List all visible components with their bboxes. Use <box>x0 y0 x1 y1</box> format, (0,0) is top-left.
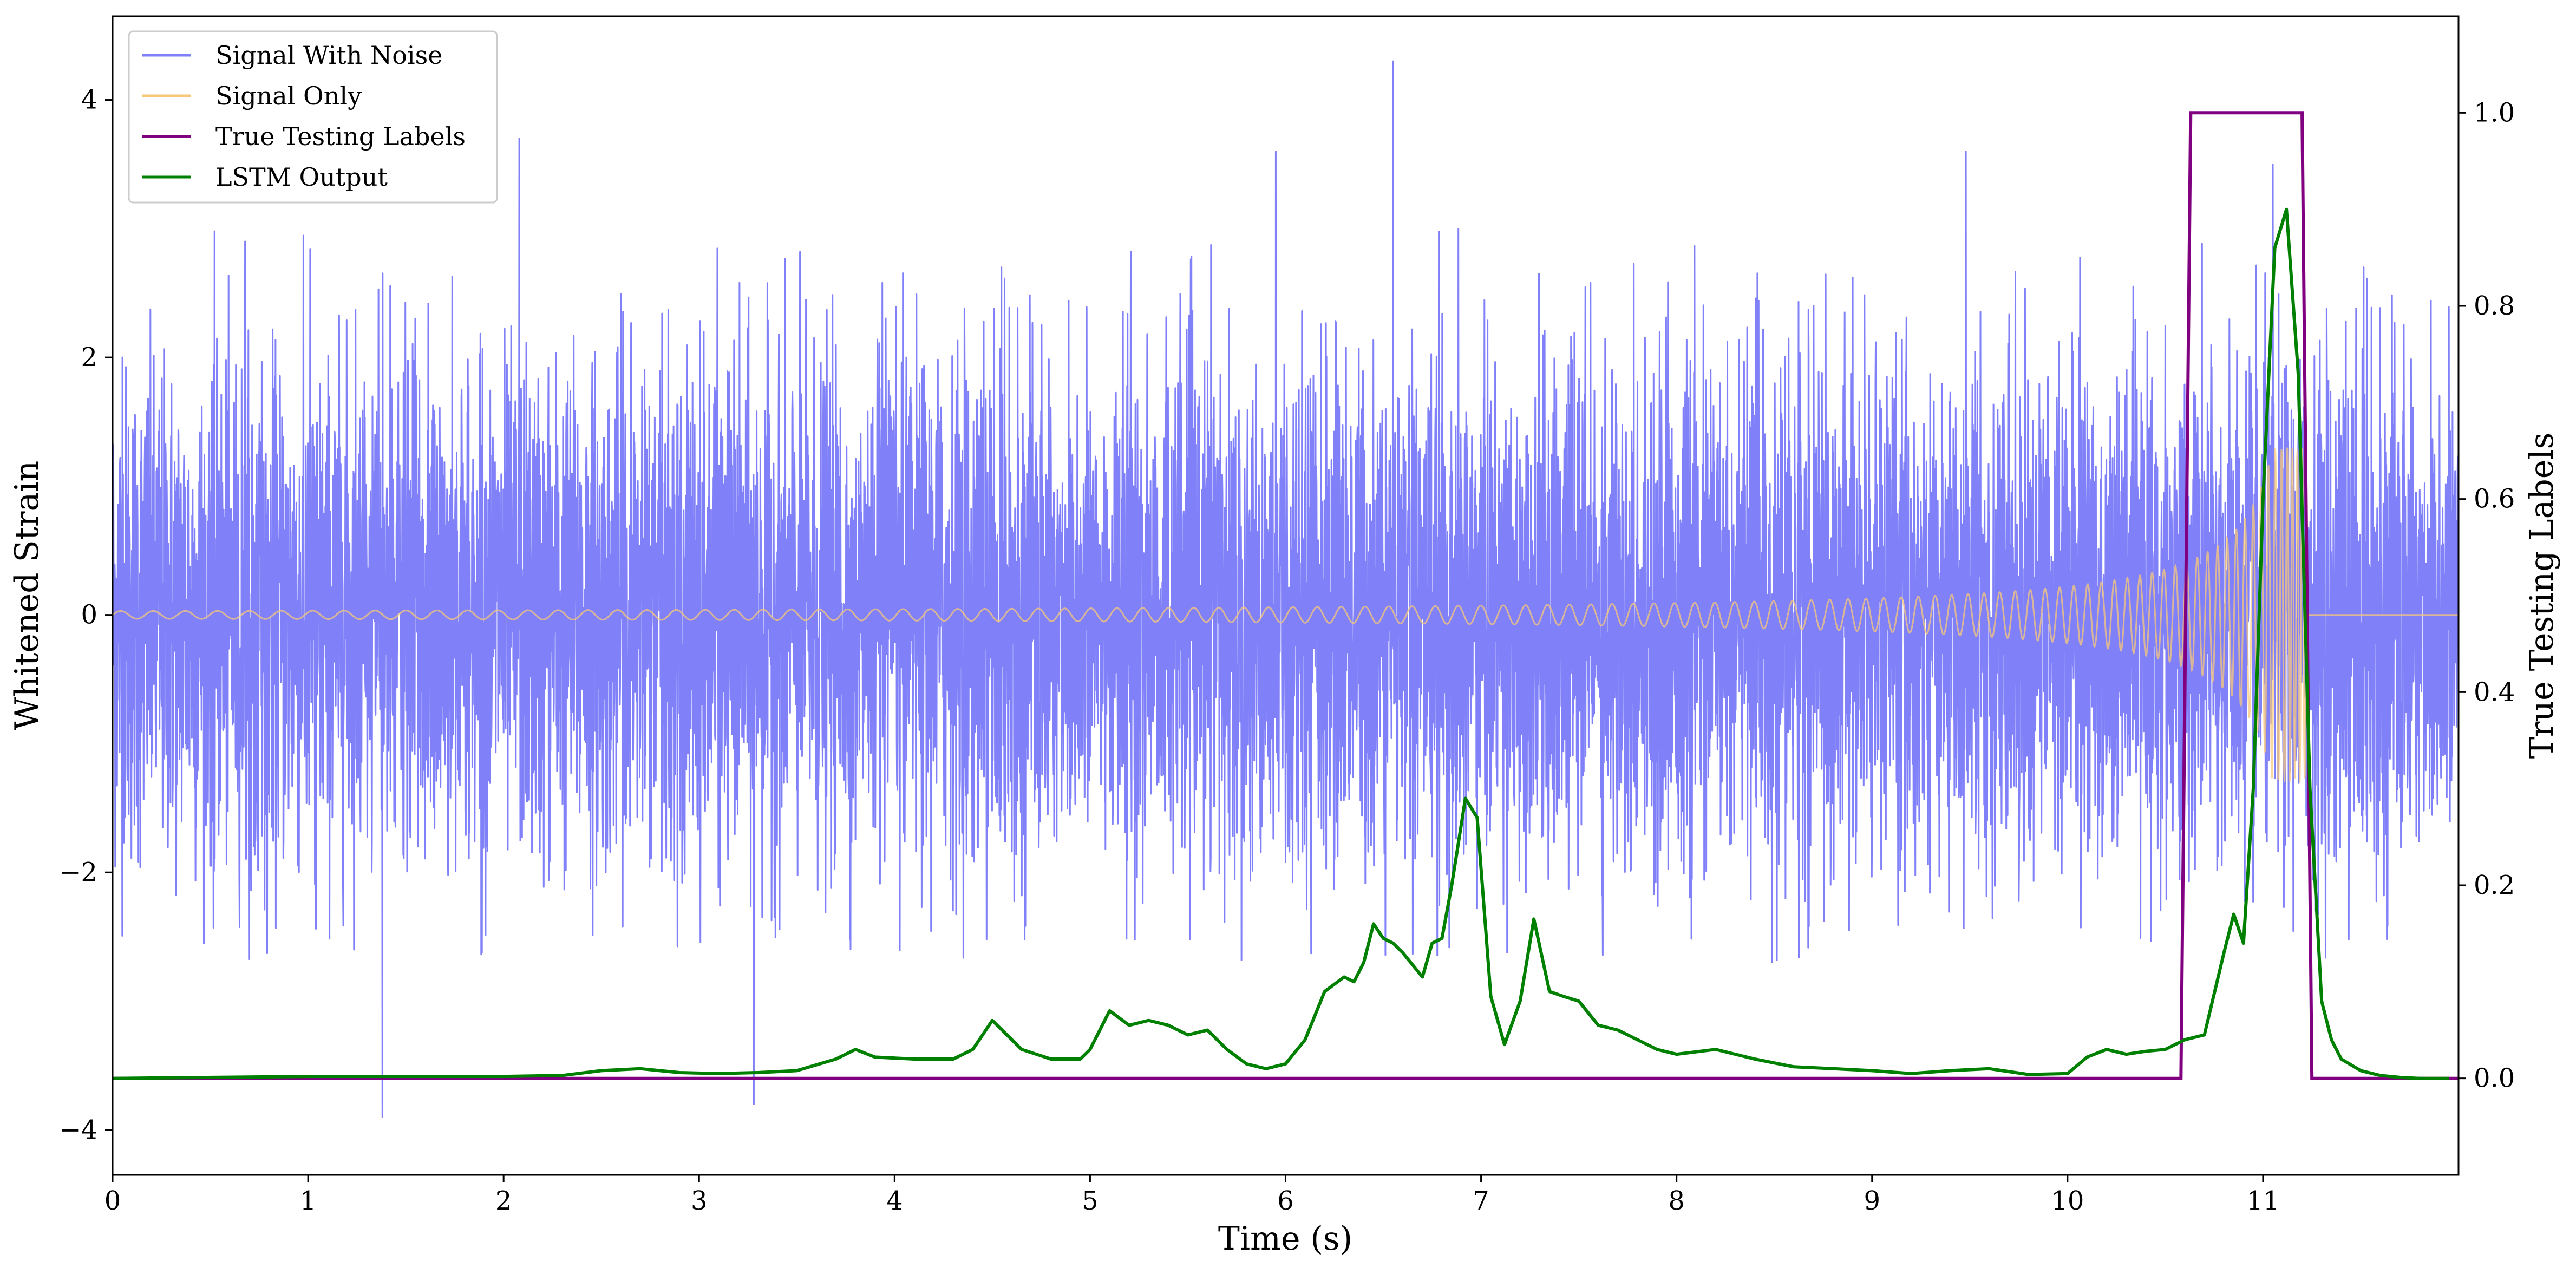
x-tick-label: 9 <box>1864 1186 1880 1216</box>
series-signal-with-noise <box>113 60 2459 1118</box>
legend-label: LSTM Output <box>215 162 388 192</box>
left-y-tick-label: 0 <box>81 600 97 630</box>
signal-only-line <box>113 447 2459 782</box>
legend-box <box>128 30 498 204</box>
legend-label: Signal With Noise <box>215 41 442 70</box>
legend: Signal With Noise Signal Only True Testi… <box>128 30 498 204</box>
right-y-tick-label: 1.0 <box>2474 97 2515 128</box>
x-tick-label: 11 <box>2246 1186 2279 1216</box>
right-y-tick-label: 0.0 <box>2474 1063 2515 1094</box>
series-true-testing-labels <box>113 111 2459 1080</box>
legend-entry-signal-with-noise: Signal With Noise <box>142 41 442 70</box>
right-y-tick-label: 0.6 <box>2474 484 2515 514</box>
x-tick-label: 2 <box>495 1186 512 1216</box>
x-tick-label: 7 <box>1473 1186 1489 1216</box>
left-y-tick-label: −2 <box>59 857 97 887</box>
legend-entry-signal-only: Signal Only <box>142 81 362 110</box>
x-tick-label: 8 <box>1668 1186 1685 1216</box>
x-tick-label: 3 <box>691 1186 708 1216</box>
left-y-axis: −4 −2 0 2 4 <box>59 85 113 1145</box>
x-tick-label: 6 <box>1277 1186 1294 1216</box>
signal-with-noise-line <box>113 60 2459 1118</box>
legend-entry-lstm-output: LSTM Output <box>142 162 388 192</box>
left-y-tick-label: 4 <box>81 85 97 115</box>
x-axis-label: Time (s) <box>1218 1220 1352 1258</box>
right-y-tick-label: 0.8 <box>2474 291 2515 321</box>
x-tick-label: 5 <box>1082 1186 1099 1216</box>
series-signal-only <box>113 447 2459 782</box>
right-y-tick-label: 0.4 <box>2474 677 2515 707</box>
x-tick-label: 4 <box>886 1186 903 1216</box>
left-y-tick-label: 2 <box>81 342 97 373</box>
right-y-tick-label: 0.2 <box>2474 870 2515 900</box>
legend-entry-true-testing-labels: True Testing Labels <box>142 122 466 151</box>
x-tick-label: 1 <box>300 1186 317 1216</box>
x-tick-label: 10 <box>2051 1186 2084 1216</box>
lstm-output-line <box>113 207 2449 1080</box>
plot-area <box>113 60 2459 1118</box>
left-y-axis-label: Whitened Strain <box>8 461 46 730</box>
x-axis: 0 1 2 3 4 5 6 7 8 9 10 11 <box>104 1175 2279 1216</box>
right-y-axis: 0.0 0.2 0.4 0.6 0.8 1.0 <box>2459 97 2515 1094</box>
legend-label: True Testing Labels <box>215 122 466 151</box>
true-testing-labels-line <box>113 111 2459 1080</box>
series-lstm-output <box>113 207 2449 1080</box>
x-tick-label: 0 <box>104 1186 121 1216</box>
left-y-tick-label: −4 <box>59 1115 97 1145</box>
legend-label: Signal Only <box>215 81 362 110</box>
right-y-axis-label: True Testing Labels <box>2523 433 2561 759</box>
